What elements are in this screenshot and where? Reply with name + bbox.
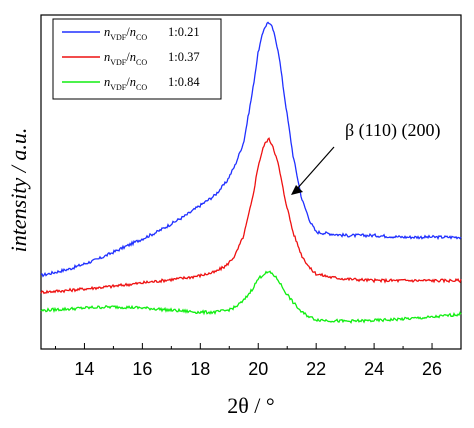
series-line-2 <box>40 137 462 295</box>
legend-label-1: nVDF/nCO 1:0.21 <box>104 25 200 42</box>
x-tick-label: 26 <box>422 359 442 379</box>
annotation-arrowhead <box>291 185 303 195</box>
x-tick-label: 14 <box>74 359 94 379</box>
annotation-arrow-line <box>295 146 335 191</box>
x-axis-ticks: 14 16 18 20 22 24 26 <box>54 343 462 379</box>
legend-entries: nVDF/nCO 1:0.21 nVDF/nCO 1:0.37 nVDF/nCO 1:0.… <box>62 25 200 92</box>
x-axis-label: 2θ / ° <box>227 393 274 418</box>
plot-frame <box>40 14 462 350</box>
legend-label-2: nVDF/nCO 1:0.37 <box>104 50 200 67</box>
series-line-1 <box>40 21 462 278</box>
x-tick-label: 18 <box>190 359 210 379</box>
annotation: β (110) (200) <box>291 120 440 195</box>
x-tick-label: 20 <box>248 359 268 379</box>
series-layer <box>40 21 462 324</box>
x-tick-label: 16 <box>132 359 152 379</box>
series-line-3 <box>40 270 462 324</box>
x-tick-label: 24 <box>364 359 384 379</box>
y-axis-label: intensity / a.u. <box>6 128 31 253</box>
annotation-text: β (110) (200) <box>345 120 440 141</box>
x-tick-label: 22 <box>306 359 326 379</box>
legend: nVDF/nCO 1:0.21 nVDF/nCO 1:0.37 nVDF/nCO 1:0.… <box>52 18 222 100</box>
legend-label-3: nVDF/nCO 1:0.84 <box>104 75 200 92</box>
